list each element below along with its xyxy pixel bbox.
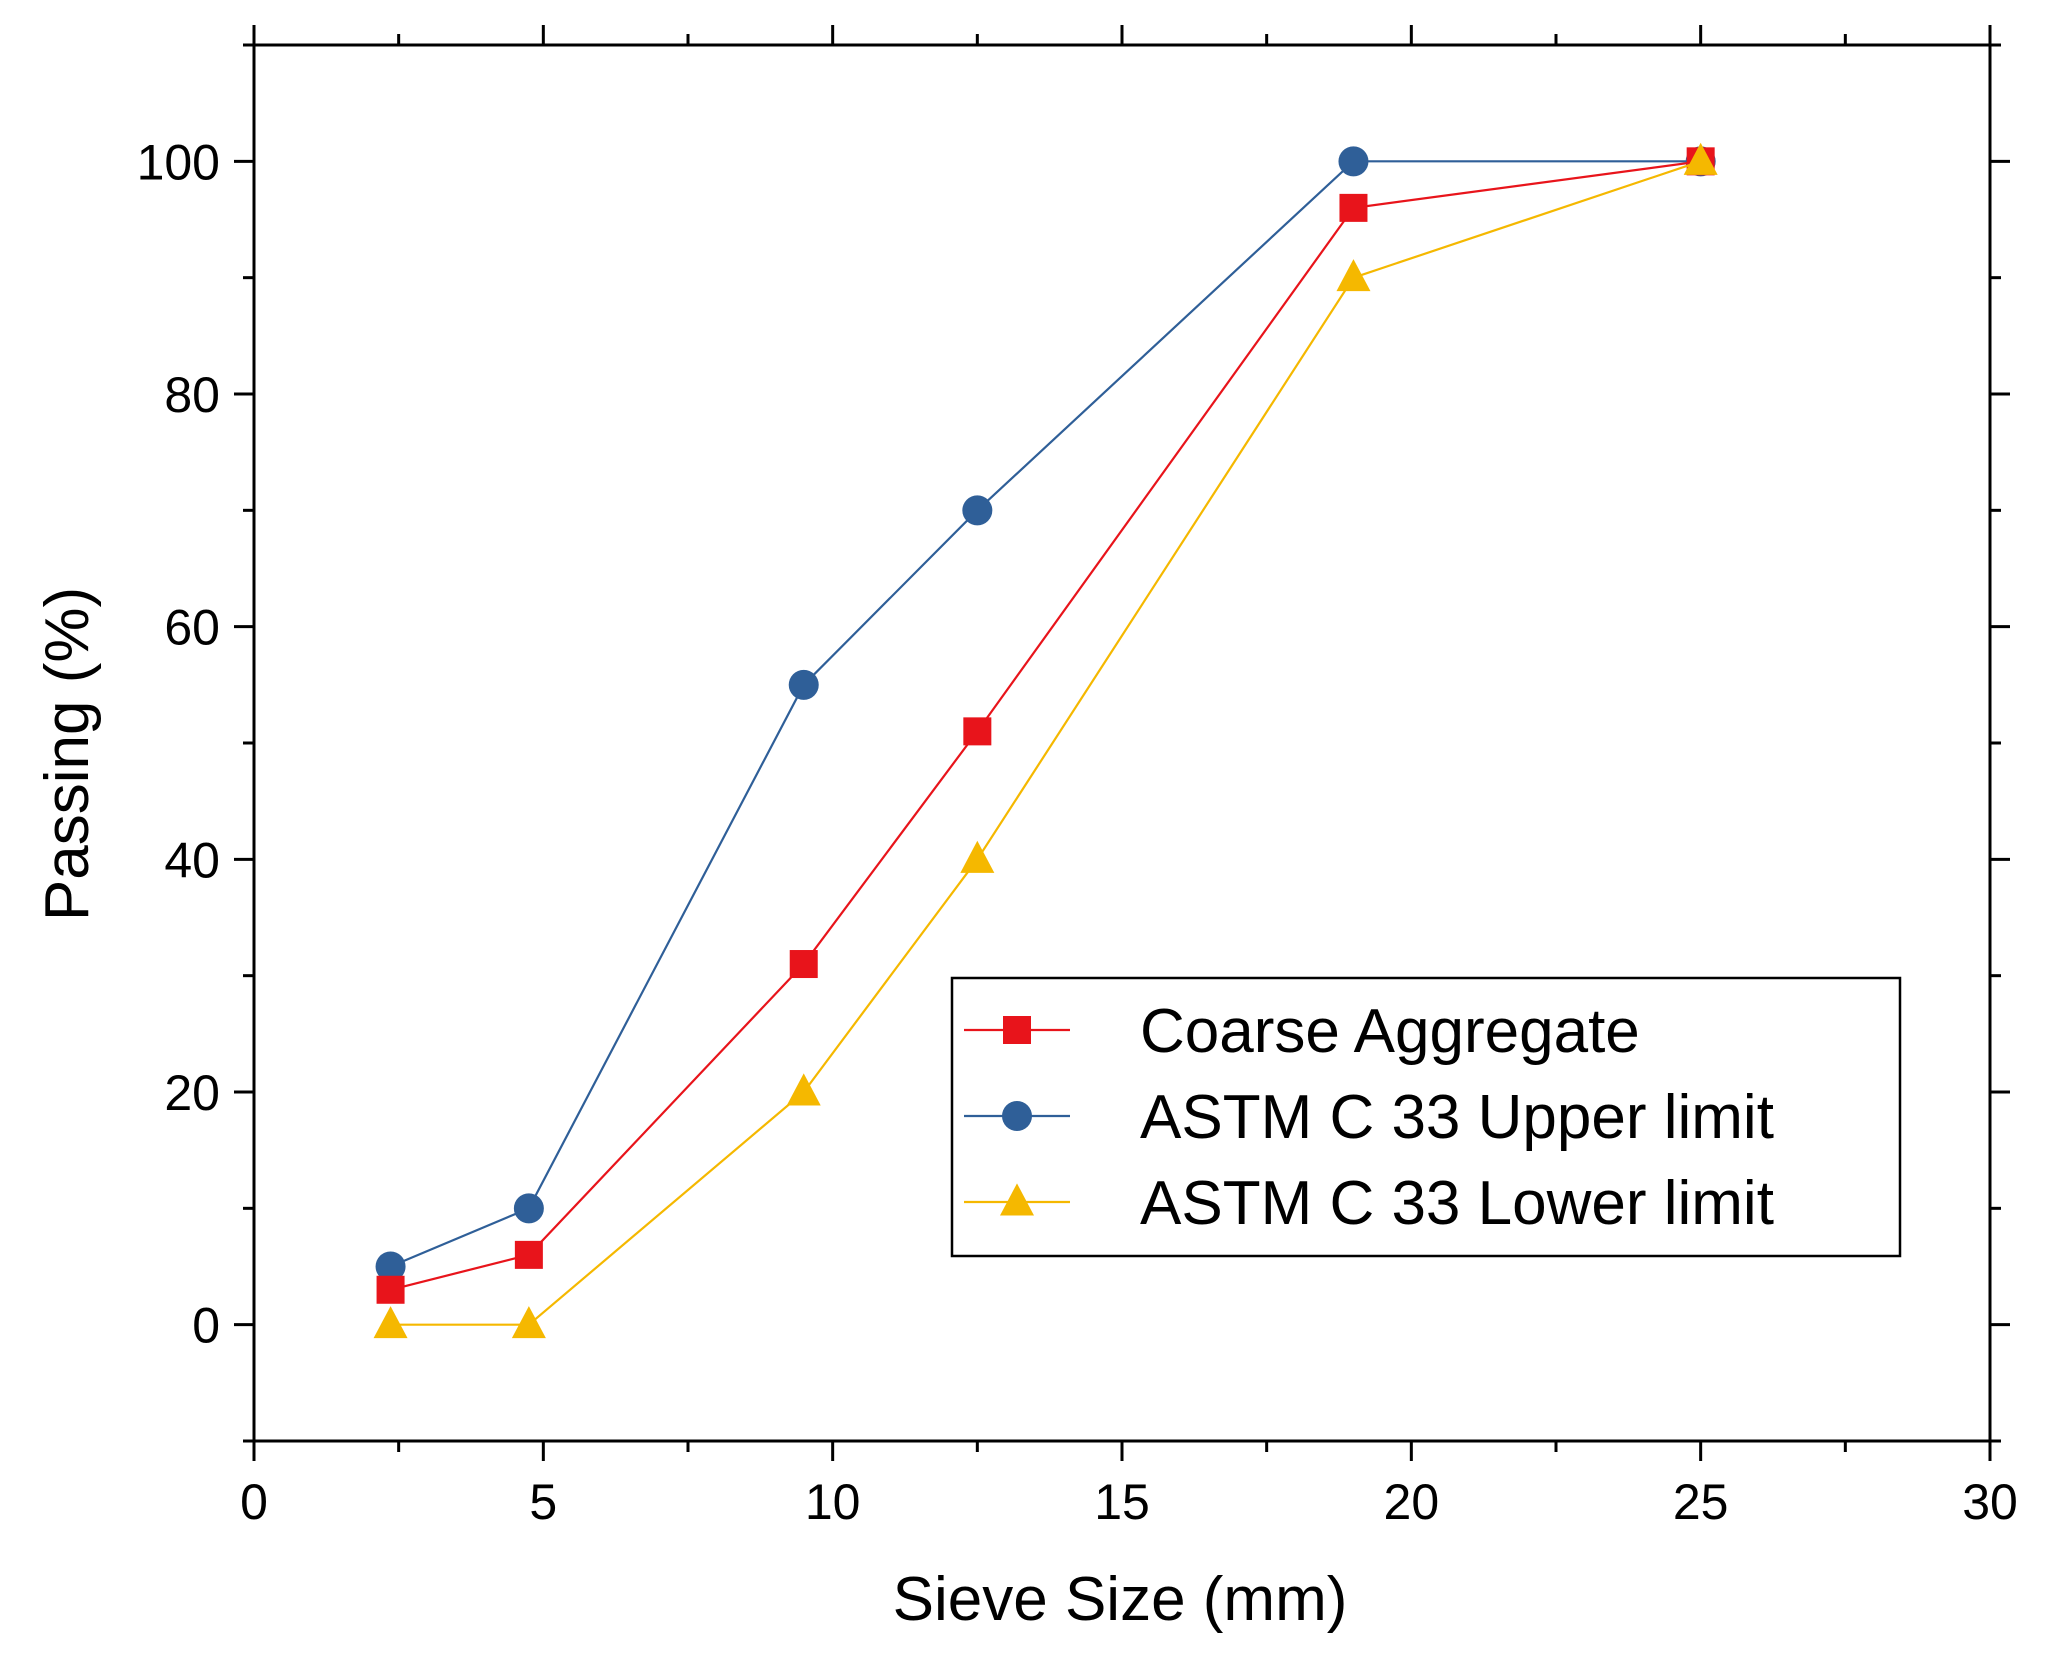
data-point bbox=[1683, 142, 1718, 175]
y-tick-label: 0 bbox=[192, 1298, 220, 1354]
legend-label: ASTM C 33 Upper limit bbox=[1140, 1083, 1774, 1152]
y-tick-label: 100 bbox=[137, 134, 220, 190]
x-tick-label: 25 bbox=[1673, 1474, 1729, 1530]
legend-item: ASTM C 33 Lower limit bbox=[964, 1169, 1774, 1238]
legend-label: ASTM C 33 Lower limit bbox=[1140, 1169, 1774, 1238]
series-line bbox=[390, 160, 1702, 1326]
y-axis-title: Passing (%) bbox=[33, 587, 102, 921]
series-astm-c-33-lower-limit bbox=[373, 142, 1718, 1339]
series-layer bbox=[373, 142, 1718, 1339]
data-point bbox=[788, 669, 819, 700]
y-tick-label: 40 bbox=[164, 832, 220, 888]
axes: 0 5 10 15 20 25 30 0 20 40 60 80 100 bbox=[137, 25, 2018, 1530]
y-tick-label: 60 bbox=[164, 600, 220, 656]
data-point bbox=[960, 840, 995, 873]
series-line bbox=[390, 160, 1701, 1291]
data-point bbox=[1336, 259, 1371, 292]
legend-box bbox=[950, 976, 1902, 1258]
x-tick-label: 30 bbox=[1962, 1474, 2018, 1530]
legend-marker bbox=[1002, 1101, 1032, 1131]
data-point bbox=[963, 717, 992, 746]
data-point bbox=[376, 1275, 405, 1304]
data-point bbox=[375, 1251, 406, 1282]
data-point bbox=[1339, 193, 1368, 222]
legend-item: Coarse Aggregate bbox=[964, 997, 1640, 1066]
y-tick-label: 20 bbox=[164, 1065, 220, 1121]
legend-item: ASTM C 33 Upper limit bbox=[964, 1083, 1774, 1152]
data-point bbox=[1338, 146, 1369, 177]
x-tick-label: 10 bbox=[805, 1474, 861, 1530]
x-tick-label: 20 bbox=[1384, 1474, 1440, 1530]
data-point bbox=[511, 1306, 546, 1339]
data-point bbox=[514, 1240, 543, 1269]
data-point bbox=[513, 1193, 544, 1224]
legend-marker bbox=[1003, 1016, 1031, 1044]
legend: Coarse Aggregate ASTM C 33 Upper limit AST… bbox=[950, 976, 1902, 1258]
legend-marker bbox=[1000, 1183, 1034, 1216]
x-tick-label: 5 bbox=[529, 1474, 557, 1530]
x-axis-title: Sieve Size (mm) bbox=[893, 1565, 1348, 1634]
data-point bbox=[789, 950, 818, 979]
data-point bbox=[373, 1306, 408, 1339]
x-tick-label: 0 bbox=[240, 1474, 268, 1530]
series-coarse-aggregate bbox=[376, 147, 1715, 1304]
data-point bbox=[962, 495, 993, 526]
legend-label: Coarse Aggregate bbox=[1140, 997, 1640, 1066]
series-line bbox=[390, 160, 1701, 1268]
y-tick-label: 80 bbox=[164, 367, 220, 423]
x-tick-label: 15 bbox=[1094, 1474, 1150, 1530]
data-point bbox=[786, 1073, 821, 1106]
